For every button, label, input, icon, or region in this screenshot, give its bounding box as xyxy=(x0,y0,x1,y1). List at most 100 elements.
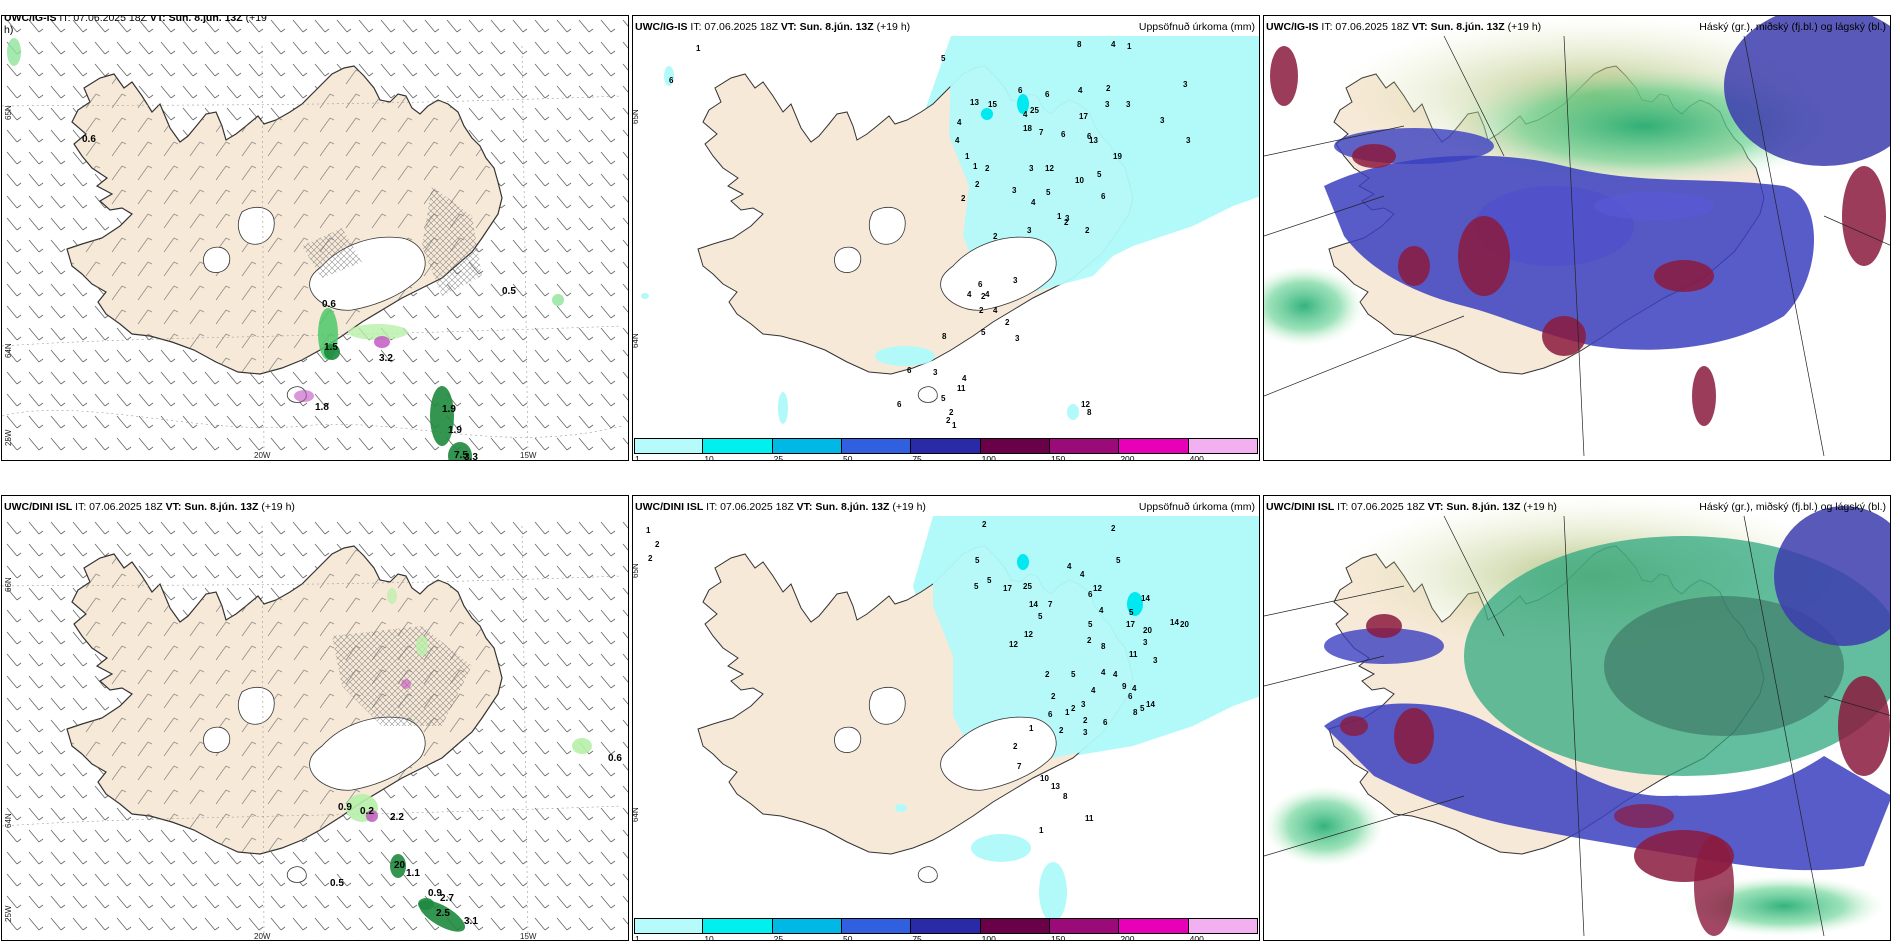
map-value-label: 19 xyxy=(1113,152,1122,161)
map-value-label: 0.6 xyxy=(322,299,336,310)
map-value-label: 2 xyxy=(1045,670,1050,679)
wind-panel-dini[interactable]: UWC/DINI ISL IT: 07.06.2025 18Z VT: Sun.… xyxy=(1,495,629,941)
cloud-panel-ig-is[interactable]: UWC/IG-IS IT: 07.06.2025 18Z VT: Sun. 8.… xyxy=(1263,15,1891,461)
colorbar-tick-label: 1 xyxy=(635,454,640,461)
map-value-label: 3 xyxy=(1126,100,1131,109)
precip-panel-ig-is[interactable]: UWC/IG-IS IT: 07.06.2025 18Z VT: Sun. 8.… xyxy=(632,15,1260,461)
title-issue-time: IT: 07.06.2025 18Z xyxy=(56,15,150,24)
map-value-label: 8 xyxy=(1087,408,1092,417)
map-value-label: 6 xyxy=(978,280,983,289)
precip-colorbar-row1: 1 10 25 50 75 100 150 200 400 xyxy=(634,438,1258,461)
title-valid-time: Sun. 8.jún. 13Z xyxy=(796,21,874,33)
map-value-label: 5 xyxy=(1038,612,1043,621)
title-lead: (+19 h) xyxy=(258,501,295,513)
map-value-label: 4 xyxy=(1023,110,1028,119)
map-value-label: 12 xyxy=(1024,630,1033,639)
colorbar-tick-label: 400 xyxy=(1189,454,1204,461)
colorbar-cell xyxy=(980,918,1050,934)
colorbar-cell xyxy=(703,438,773,454)
map-value-label: 11 xyxy=(1085,814,1094,823)
map-value-label: 4 xyxy=(1091,686,1096,695)
map-value-label: 2 xyxy=(1005,318,1010,327)
precip-map xyxy=(697,516,1259,922)
colorbar-tick-label: 200 xyxy=(1120,934,1135,941)
panel-subtitle: Uppsöfnuð úrkoma (mm) xyxy=(1138,21,1255,33)
colorbar-tick-label: 75 xyxy=(912,934,922,941)
colorbar-cell xyxy=(772,918,842,934)
map-value-label: 10 xyxy=(1040,774,1049,783)
map-value-label: 15 xyxy=(988,100,997,109)
map-value-label: 4 xyxy=(1101,668,1106,677)
panel-subtitle: Uppsöfnuð úrkoma (mm) xyxy=(1138,501,1255,513)
map-value-label: 8 xyxy=(1077,40,1082,49)
map-value-label: 14 xyxy=(1170,618,1179,627)
colorbar-cell xyxy=(634,438,704,454)
map-value-label: 2 xyxy=(648,554,653,563)
map-value-label: 13 xyxy=(970,98,979,107)
map-value-label: 3.1 xyxy=(464,916,478,927)
map-value-label: 11 xyxy=(957,384,966,393)
colorbar-tick-label: 75 xyxy=(912,454,922,461)
map-value-label: 5 xyxy=(975,556,980,565)
map-value-label: 12 xyxy=(1093,584,1102,593)
map-value-label: 3 xyxy=(1183,80,1188,89)
map-value-label: 5 xyxy=(974,582,979,591)
wind-panel-ig-is[interactable]: UWC/IG-IS IT: 07.06.2025 18Z VT: Sun. 8.… xyxy=(1,15,629,461)
map-value-label: 10 xyxy=(1075,176,1084,185)
map-value-label: 4 xyxy=(962,374,967,383)
lat-label: 66N xyxy=(4,577,13,592)
lat-label: 65N xyxy=(632,563,640,578)
colorbar-cell xyxy=(1050,918,1120,934)
colorbar-tick-label: 10 xyxy=(704,454,714,461)
colorbar-tick-label: 10 xyxy=(704,934,714,941)
lat-label: 64N xyxy=(4,343,13,358)
lon-label: 15W xyxy=(520,451,537,460)
colorbar-tick-label: 200 xyxy=(1120,454,1135,461)
colorbar-cell xyxy=(1050,438,1120,454)
map-value-label: 2 xyxy=(1064,218,1069,227)
map-value-label: 3 xyxy=(1153,656,1158,665)
map-value-label: 6 xyxy=(1048,710,1053,719)
colorbar-tick-label: 150 xyxy=(1051,454,1066,461)
map-value-label: 1 xyxy=(1039,826,1044,835)
map-value-label: 17 xyxy=(1126,620,1135,629)
map-value-label: 6 xyxy=(1103,718,1108,727)
map-value-label: 0.5 xyxy=(502,286,516,297)
colorbar-tick-label: 25 xyxy=(773,454,784,461)
wind-map xyxy=(2,516,628,940)
map-value-label: 5 xyxy=(987,576,992,585)
precip-panel-dini[interactable]: UWC/DINI ISL IT: 07.06.2025 18Z VT: Sun.… xyxy=(632,495,1260,941)
map-value-label: 1 xyxy=(1057,212,1062,221)
map-value-label: 1 xyxy=(952,421,957,430)
map-value-label: 1.9 xyxy=(442,404,456,415)
cloud-panel-dini[interactable]: UWC/DINI ISL IT: 07.06.2025 18Z VT: Sun.… xyxy=(1263,495,1891,941)
map-value-label: 1 xyxy=(1065,708,1070,717)
colorbar-cell xyxy=(772,438,842,454)
map-value-label: 6 xyxy=(1128,692,1133,701)
map-value-label: 5 xyxy=(941,394,946,403)
panel-title: UWC/DINI ISL IT: 07.06.2025 18Z VT: Sun.… xyxy=(635,501,926,513)
map-value-label: 5 xyxy=(1097,170,1102,179)
map-value-label: 11 xyxy=(1129,650,1138,659)
map-value-label: 6 xyxy=(1061,130,1066,139)
map-value-label: 2 xyxy=(946,416,951,425)
colorbar-tick-label: 150 xyxy=(1051,934,1066,941)
map-value-label: 2 xyxy=(1111,524,1116,533)
map-value-label: 1 xyxy=(1029,724,1034,733)
map-value-label: 5 xyxy=(1071,670,1076,679)
map-value-label: 3 xyxy=(1027,226,1032,235)
panel-title: UWC/DINI ISL IT: 07.06.2025 18Z VT: Sun.… xyxy=(4,501,295,513)
colorbar-tick-label: 50 xyxy=(843,934,853,941)
map-value-label: 2 xyxy=(1083,716,1088,725)
map-value-label: 2 xyxy=(993,232,998,241)
map-value-label: 2 xyxy=(985,164,990,173)
map-value-label: 3 xyxy=(1065,214,1070,223)
lon-label: 25W xyxy=(4,905,13,922)
lat-label: 65N xyxy=(4,105,13,120)
map-value-label: 2 xyxy=(949,408,954,417)
colorbar-cell xyxy=(980,438,1050,454)
title-valid-time: Sun. 8.jún. 13Z xyxy=(181,501,259,513)
title-issue-time: IT: 07.06.2025 18Z xyxy=(1334,501,1428,513)
map-value-label: 13 xyxy=(1051,782,1060,791)
cloud-map xyxy=(1264,496,1890,940)
